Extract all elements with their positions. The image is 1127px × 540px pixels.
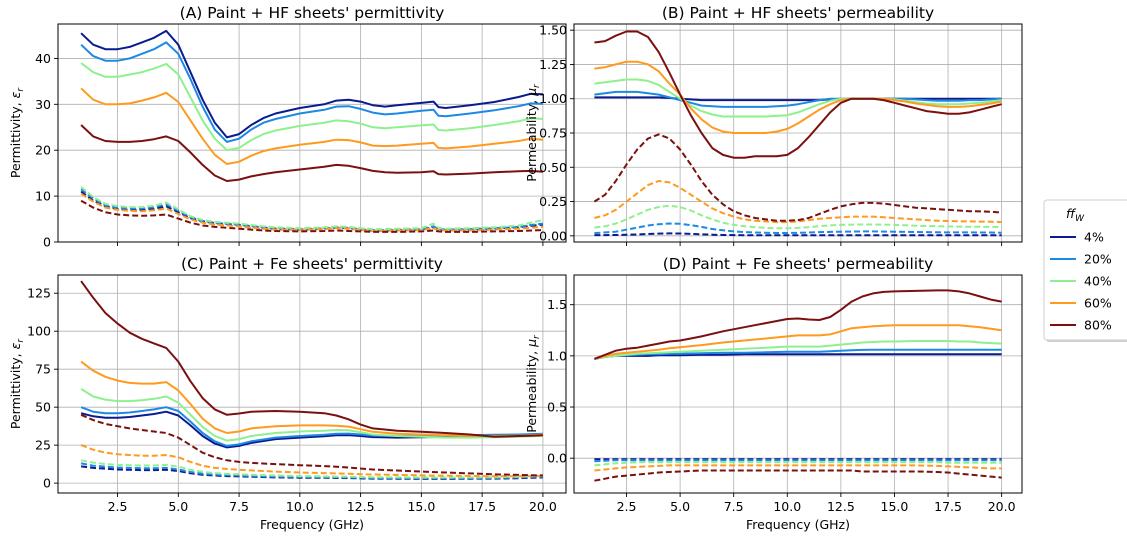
series-line-40pct-dashed [594,461,1002,467]
y-axis-label: Permeability, μr [524,334,542,433]
series-line-80pct-dashed [80,199,543,233]
x-tick-label: 20.0 [529,499,557,514]
y-tick-label: 0.50 [539,160,567,175]
legend-entry-label: 60% [1084,296,1112,311]
series-line-60pct-dashed [594,464,1002,472]
panel-title: (A) Paint + HF sheets' permittivity [180,4,445,22]
y-tick-label: 1.00 [539,91,567,106]
series-line-4pct-solid [594,353,1002,360]
axes-frame [57,23,567,243]
series-line-80pct-dashed [80,413,543,477]
y-tick-label: 0.0 [547,451,567,466]
series-line-60pct-solid [594,324,1002,360]
y-tick-label: 25 [35,438,51,453]
legend-entry-label: 4% [1084,230,1104,245]
series-line-40pct-dashed [80,459,543,479]
series-line-80pct-solid [594,30,1002,159]
series-line-80pct-solid [80,124,543,182]
y-axis-label: Permittivity, εr [8,338,26,430]
y-tick-label: 0 [43,235,51,250]
series-line-40pct-dashed [594,204,1002,230]
axes-frame [573,274,1023,494]
axes-frame [57,274,567,494]
series-line-80pct-dashed [594,469,1002,482]
y-tick-label: 100 [27,324,51,339]
y-tick-label: 10 [35,189,51,204]
legend-title: ffW [1066,206,1085,224]
x-tick-label: 7.5 [724,499,744,514]
series-line-4pct-solid [80,29,543,139]
y-tick-label: 0.25 [539,194,567,209]
x-tick-label: 2.5 [108,499,128,514]
series-line-80pct-dashed [593,133,1002,222]
plot-area [58,24,566,242]
series-line-60pct-dashed [80,444,543,478]
series-line-20pct-solid [594,90,1002,108]
series-line-40pct-solid [80,62,543,152]
x-tick-label: 5.0 [670,499,690,514]
y-tick-label: 0.5 [547,400,567,415]
x-tick-label: 17.5 [934,499,962,514]
series-line-80pct-solid [594,289,1002,360]
panel-title: (C) Paint + Fe sheets' permittivity [181,255,443,273]
panel-B: 0.00 0.25 0.50 0.75 1.00 1.25 1.50 (B) Paint + … [524,4,1023,246]
x-tick-label: 2.5 [617,499,637,514]
y-tick-label: 1.0 [547,348,567,363]
series-line-40pct-solid [594,78,1002,118]
series-line-60pct-solid [80,87,543,165]
x-tick-label: 15.0 [881,499,909,514]
series-line-20pct-solid [80,41,543,143]
y-axis-label: Permittivity, εr [8,87,26,179]
legend-entry-label: 80% [1084,318,1112,333]
panel-title: (D) Paint + Fe sheets' permeability [663,255,934,273]
series-line-60pct-solid [594,60,1002,134]
series-line-40pct-dashed [80,186,544,231]
y-tick-label: 75 [35,362,51,377]
legend: ffW 4% 20% 40% 60% 80% [1043,199,1127,342]
x-tick-label: 12.5 [827,499,855,514]
panel-A: 0 10 20 30 40 (A) Paint + HF sheets' permitti… [8,4,567,250]
panel-C: 2.5 5.0 7.5 10.0 12.5 15.0 17.5 20.0 0 25 50 75 100 1… [8,255,567,532]
y-tick-label: 0.00 [539,228,567,243]
series-line-20pct-dashed [594,222,1002,235]
y-tick-label: 1.5 [547,297,567,312]
x-tick-label: 5.0 [168,499,188,514]
x-tick-label: 10.0 [773,499,801,514]
series-line-20pct-dashed [594,459,1002,463]
y-tick-label: 0 [43,476,51,491]
legend-box [1043,199,1127,341]
x-tick-label: 15.0 [407,499,435,514]
legend-entry-label: 40% [1084,274,1112,289]
series-line-20pct-solid [594,348,1002,360]
y-tick-label: 125 [27,286,51,301]
y-tick-label: 20 [35,143,51,158]
y-tick-label: 50 [35,400,51,415]
x-axis-label: Frequency (GHz) [260,517,364,532]
x-tick-label: 20.0 [988,499,1016,514]
y-tick-label: 1.50 [539,23,567,38]
x-tick-label: 17.5 [468,499,496,514]
series-line-4pct-dashed [594,232,1002,237]
legend-entry-label: 20% [1084,252,1112,267]
x-axis-label: Frequency (GHz) [746,517,850,532]
series-line-40pct-solid [80,388,543,442]
x-tick-label: 10.0 [286,499,314,514]
y-tick-label: 40 [35,51,51,66]
y-tick-label: 30 [35,97,51,112]
y-tick-label: 1.25 [539,57,567,72]
y-tick-label: 0.75 [539,126,567,141]
panel-D: 2.5 5.0 7.5 10.0 12.5 15.0 17.5 20.0 0.0 0.5 1.0 1.… [524,255,1023,532]
panel-title: (B) Paint + HF sheets' permeability [662,4,934,22]
y-axis-label: Permeability, μr [524,83,542,182]
x-tick-label: 12.5 [347,499,375,514]
series-line-80pct-solid [80,280,543,438]
plot-area [574,275,1022,493]
x-tick-label: 7.5 [229,499,249,514]
series-line-4pct-solid [594,96,1002,102]
series-line-60pct-solid [80,360,543,437]
series-line-40pct-solid [594,340,1002,360]
